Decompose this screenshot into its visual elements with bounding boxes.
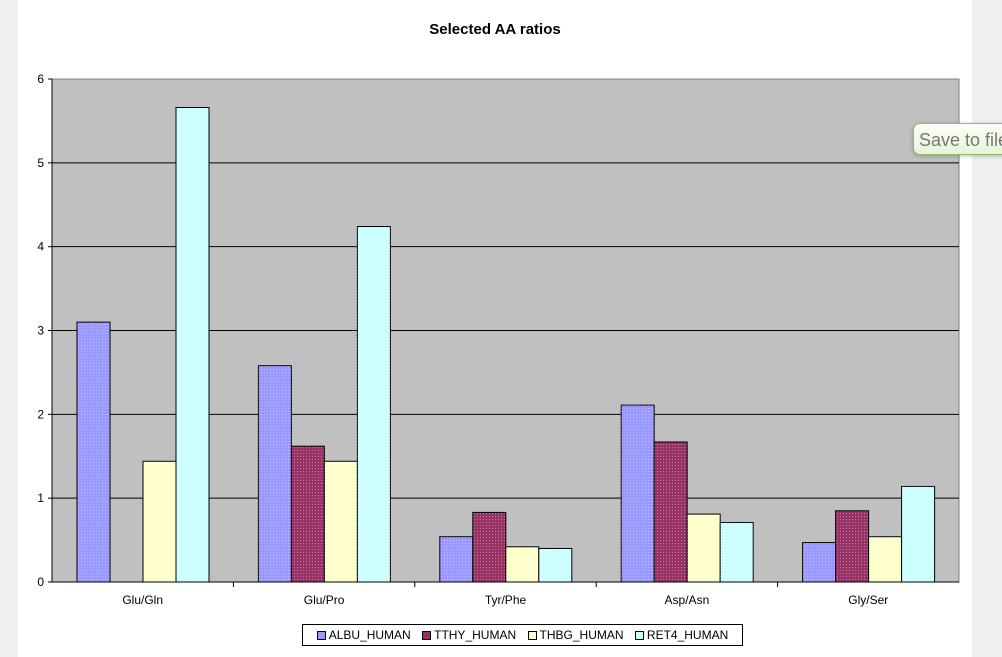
save-to-file-tooltip[interactable]: Save to file <box>913 123 1002 155</box>
bar-albu-human-2 <box>257 365 292 583</box>
bar-tthy-human-4 <box>653 441 688 583</box>
x-tick-label: Asp/Asn <box>665 593 710 607</box>
legend-item: ALBU_HUMAN <box>316 628 411 642</box>
y-tick-label: 4 <box>37 240 44 254</box>
bar-tthy-human-2 <box>290 445 325 583</box>
chart-title: Selected AA ratios <box>429 21 561 38</box>
bar-ret4-human-3 <box>538 547 573 583</box>
chart-area: Selected AA ratios 0 1 2 3 4 5 6 Glu/Gln Glu/Pr… <box>18 0 972 657</box>
x-axis-ticks: Glu/Gln Glu/Pro Tyr/Phe Asp/Asn Gly/Ser <box>122 582 888 607</box>
y-tick-label: 2 <box>37 407 44 421</box>
x-tick-label: Glu/Pro <box>304 593 345 607</box>
legend: ALBU_HUMAN TTHY_HUMAN THBG_HUMAN RET4_HUMAN <box>302 624 743 646</box>
bar-ret4-human-4 <box>719 521 754 583</box>
y-tick-label: 1 <box>37 491 44 505</box>
bar-albu-human-1 <box>76 321 111 583</box>
y-tick-label: 3 <box>37 324 44 338</box>
legend-swatch <box>634 630 644 640</box>
bar-thbg-human-4 <box>686 513 721 583</box>
legend-item: RET4_HUMAN <box>634 628 729 642</box>
y-tick-label: 5 <box>37 156 44 170</box>
legend-item: THBG_HUMAN <box>527 628 624 642</box>
bar-ret4-human-5 <box>901 485 936 583</box>
bar-ret4-human-1 <box>175 107 210 583</box>
y-tick-label: 6 <box>37 72 44 86</box>
legend-item: TTHY_HUMAN <box>422 628 516 642</box>
bar-albu-human-5 <box>802 542 837 583</box>
y-axis-ticks: 0 1 2 3 4 5 6 <box>37 72 52 589</box>
bar-tthy-human-5 <box>835 510 870 583</box>
bar-thbg-human-5 <box>868 536 903 583</box>
x-tick-label: Gly/Ser <box>848 593 888 607</box>
legend-label: TTHY_HUMAN <box>434 628 517 642</box>
bar-ret4-human-2 <box>356 226 391 583</box>
legend-label: RET4_HUMAN <box>646 628 729 642</box>
legend-swatch <box>422 630 432 640</box>
x-tick-label: Tyr/Phe <box>485 593 527 607</box>
bar-chart: 0 1 2 3 4 5 6 Glu/Gln Glu/Pro Tyr/Phe Asp/Asn Gly/… <box>37 72 960 607</box>
bar-thbg-human-3 <box>505 546 540 583</box>
x-tick-label: Glu/Gln <box>122 593 163 607</box>
bar-albu-human-3 <box>439 536 474 583</box>
bar-thbg-human-1 <box>142 460 177 583</box>
legend-swatch <box>527 630 537 640</box>
legend-label: ALBU_HUMAN <box>328 628 411 642</box>
legend-swatch <box>316 630 326 640</box>
bar-albu-human-4 <box>620 404 655 583</box>
legend-label: THBG_HUMAN <box>539 628 624 642</box>
bar-thbg-human-2 <box>323 460 358 583</box>
bar-tthy-human-3 <box>472 511 507 583</box>
y-tick-label: 0 <box>37 575 44 589</box>
